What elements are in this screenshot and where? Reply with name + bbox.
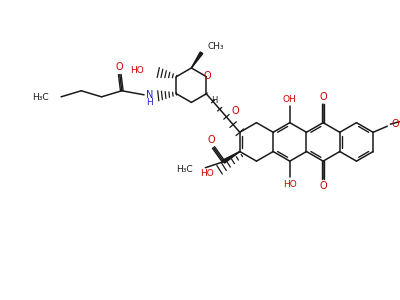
Text: O: O (116, 62, 124, 73)
Text: HO: HO (283, 180, 297, 189)
Text: N: N (146, 90, 153, 100)
Text: O: O (208, 135, 215, 146)
Text: O: O (231, 106, 239, 116)
Text: CH₃: CH₃ (207, 42, 224, 51)
Text: O: O (319, 182, 327, 191)
Polygon shape (191, 52, 203, 68)
Polygon shape (223, 152, 240, 163)
Text: HO: HO (130, 66, 144, 75)
Text: O: O (391, 119, 399, 129)
Text: HO: HO (200, 169, 214, 178)
Text: H₃C: H₃C (177, 165, 193, 174)
Text: H: H (146, 98, 153, 107)
Text: O: O (204, 70, 211, 81)
Text: H₃C: H₃C (32, 93, 49, 102)
Text: H: H (211, 96, 218, 105)
Text: OH: OH (283, 95, 297, 104)
Text: O: O (319, 92, 327, 102)
